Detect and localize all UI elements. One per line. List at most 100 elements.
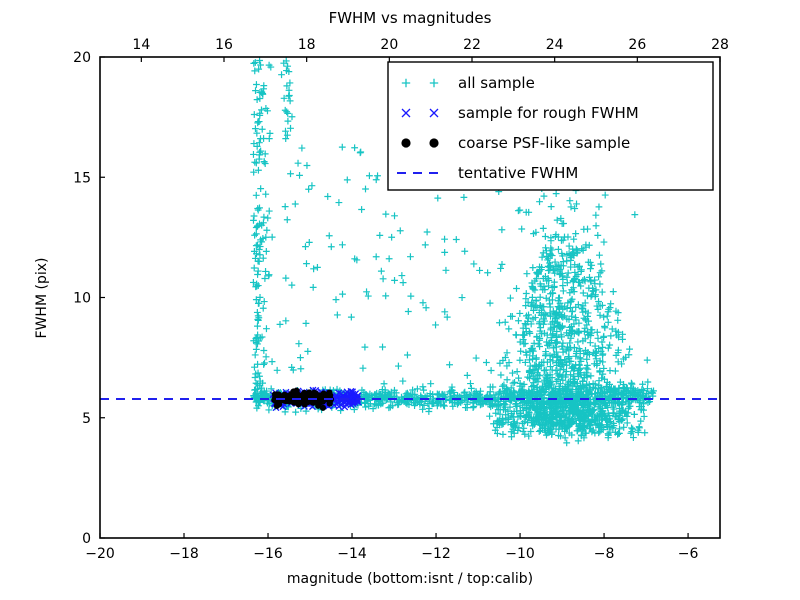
data-point-plus bbox=[553, 263, 561, 270]
legend[interactable]: all sample sample for rough FWHM coarse PS… bbox=[387, 61, 714, 191]
data-point-plus bbox=[261, 359, 268, 367]
data-point-plus bbox=[628, 424, 635, 432]
data-point-plus bbox=[259, 235, 267, 242]
data-point-plus bbox=[627, 384, 635, 392]
data-point-plus bbox=[554, 303, 562, 311]
data-point-plus bbox=[547, 237, 555, 245]
data-point-plus bbox=[639, 380, 647, 388]
data-point-plus bbox=[615, 429, 622, 437]
data-point-plus bbox=[561, 303, 569, 311]
data-point-plus bbox=[510, 429, 518, 437]
data-point-plus bbox=[467, 380, 474, 387]
data-point-plus bbox=[635, 423, 643, 431]
data-point-plus bbox=[579, 289, 587, 297]
data-point-plus bbox=[268, 233, 276, 241]
data-point-plus bbox=[532, 376, 540, 384]
data-point-plus bbox=[564, 332, 572, 339]
data-point-plus bbox=[510, 388, 518, 396]
data-point-plus bbox=[512, 331, 520, 339]
data-point-plus bbox=[542, 424, 550, 432]
data-point-plus bbox=[600, 365, 608, 372]
data-point-plus bbox=[416, 400, 424, 408]
data-point-plus bbox=[539, 249, 547, 257]
data-point-plus bbox=[513, 368, 521, 376]
data-point-plus bbox=[265, 135, 273, 143]
x-tick-label-top: 14 bbox=[132, 37, 150, 53]
data-point-plus bbox=[587, 326, 595, 334]
data-point-plus bbox=[282, 135, 290, 143]
data-point-plus bbox=[404, 308, 412, 315]
data-point-plus bbox=[549, 318, 557, 326]
data-point-plus bbox=[282, 274, 290, 282]
legend-entry[interactable]: sample for rough FWHM bbox=[401, 104, 639, 122]
data-point-plus bbox=[558, 220, 566, 228]
data-point-plus bbox=[289, 366, 297, 374]
data-point-plus bbox=[427, 380, 435, 388]
data-point-plus bbox=[644, 385, 651, 393]
data-point-plus bbox=[625, 351, 633, 359]
data-point-plus bbox=[265, 406, 273, 414]
data-point-plus bbox=[567, 344, 574, 352]
data-point-plus bbox=[584, 225, 591, 233]
data-point-plus bbox=[325, 232, 333, 240]
legend-entry[interactable]: coarse PSF-like sample bbox=[401, 134, 630, 152]
data-point-plus bbox=[572, 245, 580, 253]
data-point-plus bbox=[498, 226, 506, 234]
data-point-plus bbox=[515, 374, 522, 382]
data-point-plus bbox=[516, 206, 524, 214]
data-point-plus bbox=[254, 385, 261, 393]
data-point-plus bbox=[285, 92, 293, 100]
data-point-plus bbox=[382, 292, 390, 300]
data-point-plus bbox=[595, 345, 603, 352]
data-point-plus bbox=[255, 299, 263, 307]
data-point-plus bbox=[599, 343, 607, 351]
data-point-dot bbox=[309, 393, 316, 400]
legend-entry[interactable]: tentative FWHM bbox=[397, 164, 578, 182]
data-point-plus bbox=[553, 311, 561, 318]
data-point-cross bbox=[352, 390, 360, 398]
data-point-plus bbox=[540, 283, 548, 290]
data-point-plus bbox=[597, 421, 605, 429]
data-point-plus bbox=[333, 311, 341, 319]
data-point-plus bbox=[351, 144, 359, 152]
data-point-plus bbox=[362, 403, 369, 411]
data-point-plus bbox=[564, 343, 571, 351]
data-point-plus bbox=[563, 439, 571, 447]
data-point-plus bbox=[565, 385, 573, 393]
data-point-plus bbox=[627, 379, 635, 387]
data-point-plus bbox=[252, 159, 260, 167]
data-point-plus bbox=[570, 378, 578, 386]
data-point-plus bbox=[562, 347, 570, 355]
data-point-plus bbox=[258, 106, 265, 114]
data-point-plus bbox=[536, 198, 543, 206]
data-point-plus bbox=[650, 387, 657, 395]
data-point-plus bbox=[256, 204, 263, 212]
data-point-plus bbox=[547, 363, 554, 370]
legend-entry[interactable]: all sample bbox=[401, 74, 535, 92]
data-point-plus bbox=[547, 251, 555, 259]
data-point-plus bbox=[526, 368, 534, 376]
data-point-plus bbox=[564, 269, 572, 277]
data-point-plus bbox=[640, 413, 648, 420]
data-point-plus bbox=[259, 304, 267, 312]
data-point-plus bbox=[550, 409, 558, 417]
data-point-plus bbox=[533, 402, 541, 410]
data-point-plus bbox=[546, 371, 554, 379]
data-point-plus bbox=[399, 279, 407, 286]
data-point-plus bbox=[579, 277, 587, 284]
data-point-plus bbox=[305, 185, 313, 193]
data-point-plus bbox=[536, 343, 543, 350]
data-point-plus bbox=[620, 355, 627, 363]
data-point-plus bbox=[324, 193, 332, 200]
data-point-plus bbox=[552, 339, 560, 347]
data-point-plus bbox=[519, 324, 527, 332]
data-point-plus bbox=[533, 413, 541, 421]
data-point-plus bbox=[550, 344, 557, 352]
x-tick-label-top: 26 bbox=[628, 37, 646, 53]
data-point-plus bbox=[610, 420, 617, 427]
data-point-plus bbox=[260, 158, 268, 166]
data-point-plus bbox=[266, 129, 274, 137]
data-point-plus bbox=[550, 278, 558, 286]
data-point-plus bbox=[628, 380, 636, 388]
data-point-plus bbox=[581, 299, 589, 307]
